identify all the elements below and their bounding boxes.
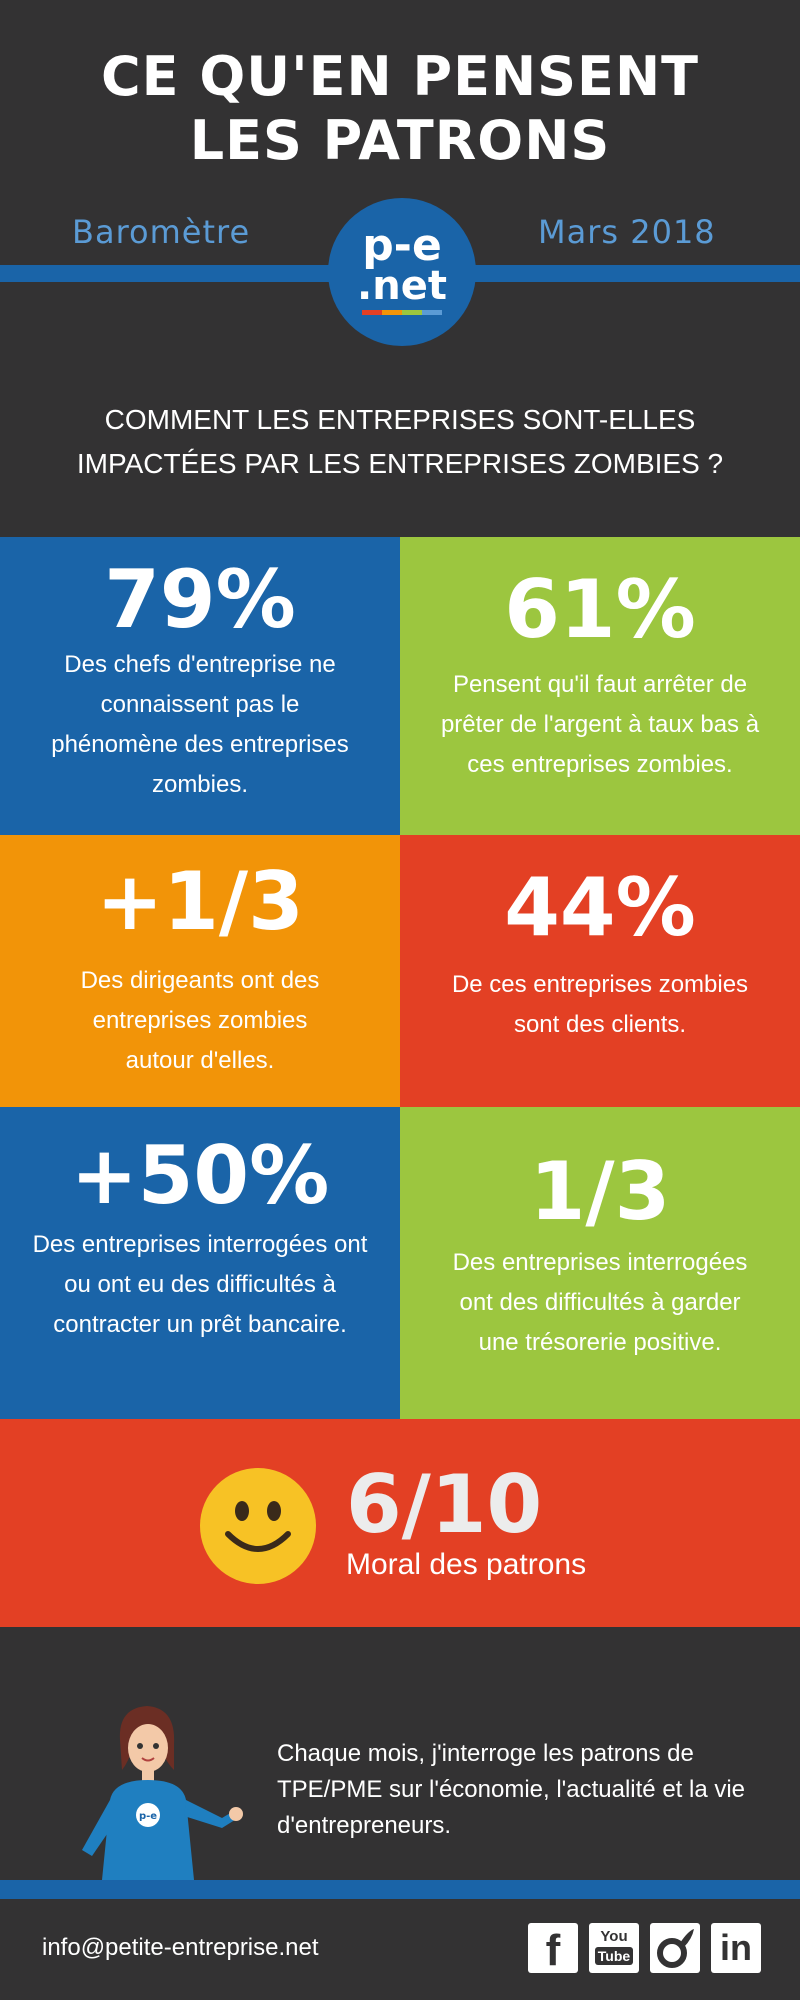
logo-text-bottom: .net — [357, 263, 447, 309]
title-line-2: LES PATRONS — [189, 109, 611, 172]
moral-score: 6/10 — [346, 1458, 543, 1551]
intro-note: Chaque mois, j'interroge les patrons de … — [277, 1740, 746, 1839]
stat-card: 44% De ces entreprises zombies sont des … — [400, 835, 800, 1107]
stat-description: Des dirigeants ont des entreprises zombi… — [80, 967, 320, 1074]
youtube-you: You — [600, 1928, 628, 1945]
barometre-label: Baromètre — [72, 213, 251, 251]
question-heading: COMMENT LES ENTREPRISES SONT-ELLES IMPAC… — [0, 398, 800, 486]
pe-net-logo[interactable]: p-e .net — [328, 198, 476, 346]
linkedin-glyph: in — [720, 1927, 752, 1968]
youtube-tube: Tube — [595, 1947, 633, 1965]
stat-description: Pensent qu'il faut arrêter de prêter de … — [440, 671, 760, 778]
question-line-1: COMMENT LES ENTREPRISES SONT-ELLES — [104, 404, 696, 435]
stat-description: Des entreprises interrogées ont ou ont e… — [32, 1231, 368, 1338]
smiley-icon — [200, 1468, 316, 1584]
moral-section — [0, 1419, 800, 1627]
stat-value: 79% — [104, 553, 296, 646]
stat-card: 1/3 Des entreprises interrogées ont des … — [400, 1107, 800, 1419]
facebook-icon[interactable]: f — [528, 1923, 578, 1975]
stat-card: +50% Des entreprises interrogées ont ou … — [0, 1107, 400, 1419]
date-label: Mars 2018 — [538, 213, 716, 251]
stat-card: +1/3 Des dirigeants ont des entreprises … — [0, 835, 400, 1107]
stat-description: Des entreprises interrogées ont des diff… — [452, 1249, 748, 1356]
moral-label: Moral des patrons — [346, 1548, 587, 1581]
stat-card: 61% Pensent qu'il faut arrêter de prêter… — [400, 537, 800, 835]
logo-color-bar — [362, 310, 442, 315]
viadeo-icon[interactable] — [650, 1923, 700, 1973]
stat-value: 1/3 — [529, 1145, 671, 1238]
svg-text:p-e: p-e — [139, 1811, 157, 1822]
footer-band — [0, 1880, 800, 1899]
stat-card: 79% Des chefs d'entreprise ne connaissen… — [0, 537, 400, 835]
youtube-icon[interactable]: You Tube — [589, 1923, 639, 1973]
stat-value: 44% — [504, 861, 696, 954]
page-title: CE QU'EN PENSENT LES PATRONS — [0, 45, 800, 173]
facebook-glyph: f — [545, 1926, 561, 1975]
logo-text-top: p-e — [362, 220, 442, 271]
linkedin-icon[interactable]: in — [711, 1923, 761, 1973]
stat-value: +50% — [70, 1129, 330, 1222]
mascot-illustration: p-e — [62, 1700, 247, 1882]
stat-description: Des chefs d'entreprise ne connaissent pa… — [51, 651, 349, 798]
contact-email-link[interactable]: info@petite-entreprise.net — [42, 1934, 319, 1961]
question-line-2: IMPACTÉES PAR LES ENTREPRISES ZOMBIES ? — [76, 448, 724, 479]
stat-description: De ces entreprises zombies sont des clie… — [451, 971, 749, 1038]
stat-value: +1/3 — [96, 855, 304, 948]
title-line-1: CE QU'EN PENSENT — [101, 45, 699, 108]
stat-value: 61% — [504, 563, 696, 656]
